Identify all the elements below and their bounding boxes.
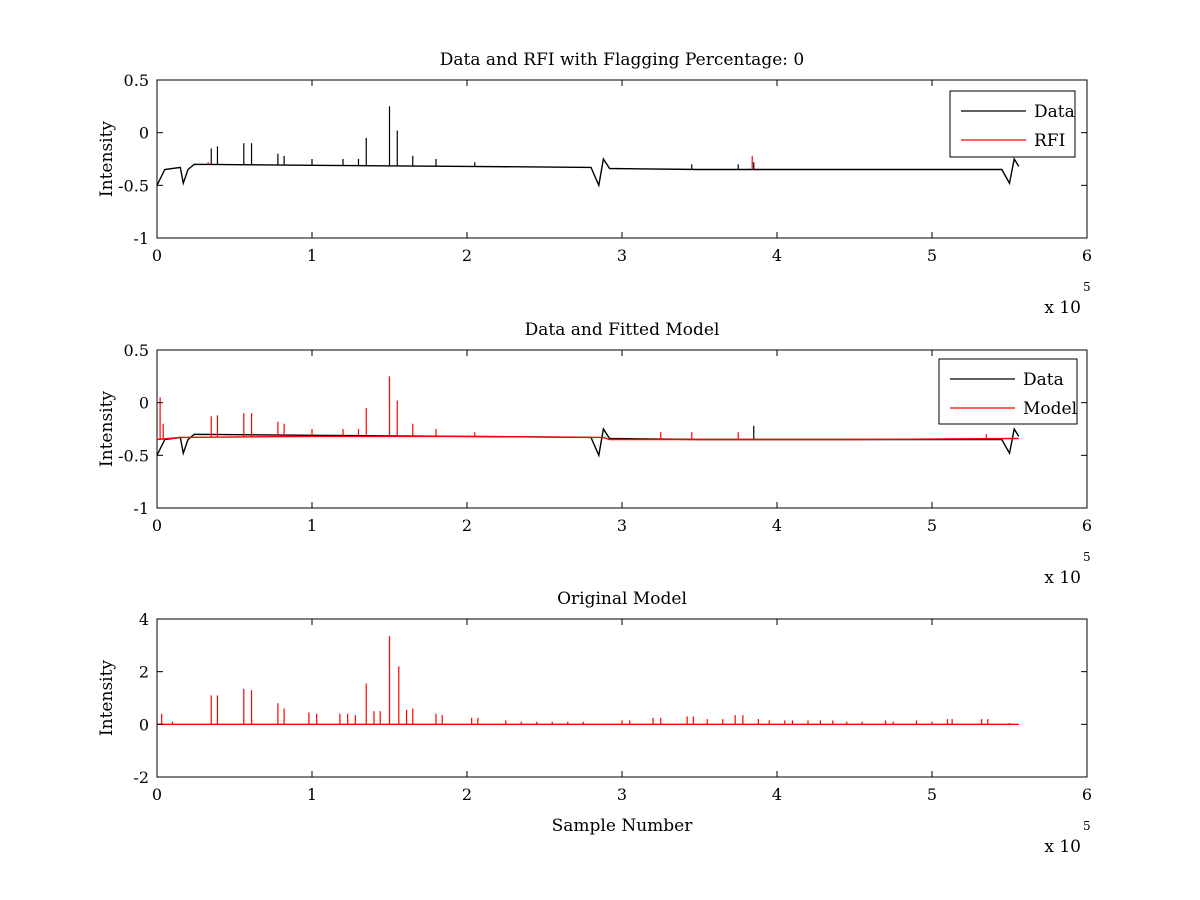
- y-tick-label: 0.5: [124, 341, 149, 360]
- x-tick-label: 3: [617, 516, 627, 535]
- x-multiplier-label: x 10: [1044, 568, 1081, 588]
- legend: Data Model: [938, 358, 1078, 425]
- x-exponent-label: 5: [1083, 280, 1091, 294]
- x-tick-label: 1: [307, 246, 317, 265]
- y-tick-label: -0.5: [118, 446, 149, 465]
- series-line: [157, 427, 1020, 458]
- x-tick-label: 3: [617, 785, 627, 804]
- x-tick-label: 2: [462, 516, 472, 535]
- legend: Data RFI: [949, 90, 1076, 158]
- x-tick-label: 3: [617, 246, 627, 265]
- y-tick-label: 4: [139, 610, 149, 629]
- series-model: [157, 376, 1019, 441]
- x-tick-label: 6: [1082, 516, 1092, 535]
- x-tick-label: 5: [927, 785, 937, 804]
- series-model-1: [157, 636, 1019, 725]
- y-tick-label: 0: [139, 715, 149, 734]
- y-axis-label: Intensity: [97, 391, 117, 467]
- plot-area: [157, 636, 1019, 725]
- x-tick-label: 4: [772, 785, 782, 804]
- y-tick-label: -2: [133, 768, 149, 787]
- x-tick-label: 1: [307, 516, 317, 535]
- x-tick-label: 4: [772, 516, 782, 535]
- legend-box: [938, 358, 1078, 425]
- axes-box: [156, 79, 1088, 239]
- axes-box: [156, 618, 1088, 778]
- legend-label: Data: [1034, 102, 1075, 122]
- x-multiplier-label: x 10: [1044, 837, 1081, 857]
- series-data: [157, 425, 1020, 458]
- series-rfi: [207, 155, 753, 170]
- x-tick-label: 0: [152, 246, 162, 265]
- x-tick-label: 4: [772, 246, 782, 265]
- x-exponent-label: 5: [1083, 550, 1091, 564]
- y-tick-label: 2: [139, 663, 149, 682]
- x-tick-label: 0: [152, 785, 162, 804]
- x-tick-label: 2: [462, 785, 472, 804]
- chart-panel-1: 0 1 2 3 4 5 6 -1 -0.5 0 0.5 Data and RFI with Flagg…: [97, 50, 1092, 318]
- x-tick-label: 1: [307, 785, 317, 804]
- y-tick-label: 0.5: [124, 71, 149, 90]
- series-data: [157, 106, 1020, 188]
- chart-title: Data and Fitted Model: [525, 320, 720, 340]
- legend-box: [949, 90, 1076, 158]
- x-tick-label: 5: [927, 516, 937, 535]
- legend-label: RFI: [1034, 131, 1065, 151]
- series-line: [157, 157, 1020, 188]
- y-axis-label: Intensity: [97, 660, 117, 736]
- chart-title: Data and RFI with Flagging Percentage: 0: [440, 50, 804, 70]
- chart-panel-2: 0 1 2 3 4 5 6 -1 -0.5 0 0.5 Data and Fitted Model In…: [97, 320, 1092, 588]
- x-tick-label: 5: [927, 246, 937, 265]
- legend-label: Model: [1023, 399, 1077, 419]
- plot-area: [157, 376, 1020, 458]
- y-tick-label: 0: [139, 124, 149, 143]
- x-tick-label: 0: [152, 516, 162, 535]
- y-tick-label: -0.5: [118, 176, 149, 195]
- x-tick-label: 6: [1082, 246, 1092, 265]
- y-axis-label: Intensity: [97, 121, 117, 197]
- x-axis-label: Sample Number: [552, 816, 694, 836]
- x-exponent-label: 5: [1083, 819, 1091, 833]
- y-tick-label: -1: [133, 499, 149, 518]
- plot-area: [157, 106, 1020, 188]
- x-tick-label: 6: [1082, 785, 1092, 804]
- x-multiplier-label: x 10: [1044, 298, 1081, 318]
- y-tick-label: 0: [139, 394, 149, 413]
- x-tick-label: 2: [462, 246, 472, 265]
- series-line: [157, 435, 1019, 441]
- legend-label: Data: [1023, 370, 1064, 390]
- y-tick-label: -1: [133, 229, 149, 248]
- chart-title: Original Model: [557, 589, 687, 609]
